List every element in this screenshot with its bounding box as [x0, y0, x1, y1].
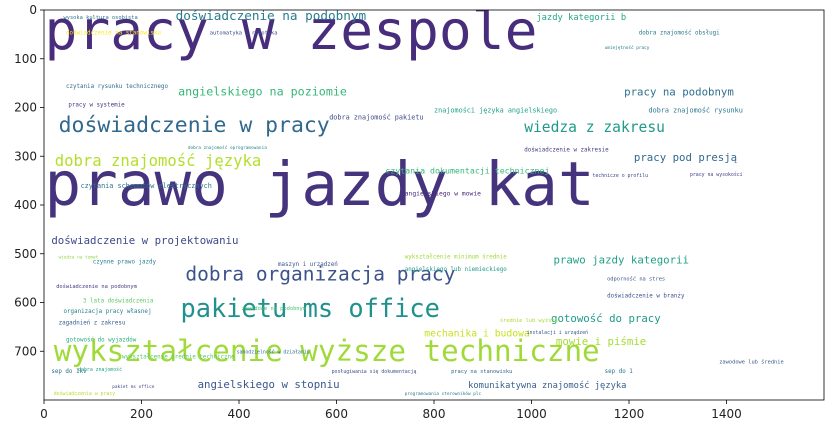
word-27: doświadczenie na stanowisku [66, 29, 161, 36]
word-11: pracy pod presją [634, 151, 737, 164]
word-19: jazdy kategorii b [536, 13, 626, 23]
word-14: gotowość do pracy [551, 312, 661, 325]
word-6: doświadczenie na podobnym [176, 8, 367, 23]
word-55: pakiet ms office [112, 384, 155, 390]
word-38: 3 lata doświadczenia [83, 298, 154, 305]
word-layer: pracy w zespole prawo jazdy kat wykształce… [44, 0, 784, 397]
word-32: doświadczenie w zakresie [524, 146, 609, 153]
word-54: doświadczenia w pracy [54, 390, 116, 397]
word-49: posługiwania się dokumentacją [332, 369, 417, 375]
word-26: wysoka kultura osobista [64, 15, 138, 21]
word-44: odporność na stres [607, 276, 665, 283]
word-16: mechanika i budowa [424, 329, 530, 340]
word-43: zawodowe na podobnym [241, 306, 306, 312]
word-8: wiedza z zakresu [524, 119, 665, 136]
word-56: umiejętność pracy [605, 44, 650, 51]
word-12: doświadczenie w projektowaniu [51, 234, 238, 247]
word-25: dobra znajomość obsługi [639, 29, 720, 36]
word-51: sep do 1kv [51, 369, 87, 375]
word-13: prawo jazdy kategorii [553, 254, 689, 267]
word-2: wykształcenie wyższe techniczne [54, 334, 600, 368]
y-axis: 0 100 200 300 400 500 600 700 [14, 3, 44, 358]
word-50: zawodowe lub średnie [719, 358, 784, 365]
word-28: automatyka i robotyka [210, 30, 278, 36]
word-34: angielskiego lub niemieckiego [405, 267, 508, 273]
x-tick-label: 800 [423, 407, 446, 421]
word-31: angielskiego w mowie [405, 190, 481, 197]
word-21: czytania schematów elektrycznych [81, 182, 212, 190]
word-48: pracy na stanowisku [451, 369, 512, 375]
word-1: prawo jazdy kat [44, 149, 594, 220]
word-22: dobra znajomość pakietu [329, 114, 423, 122]
word-30: pracy w systemie [68, 103, 125, 109]
word-0: pracy w zespole [44, 0, 537, 62]
x-tick-label: 400 [228, 407, 251, 421]
x-tick-label: 600 [325, 407, 348, 421]
x-tick-label: 1200 [614, 407, 645, 421]
plot-area: pracy w zespole prawo jazdy kat wykształce… [44, 0, 784, 397]
y-tick-label: 500 [14, 247, 37, 261]
word-33: wykształcenie minimum średnie [405, 254, 508, 261]
x-tick-label: 1000 [516, 407, 547, 421]
word-18: komunikatywna znajomość języka [468, 380, 626, 391]
word-24: dobra znajomość rysunku [649, 106, 743, 114]
x-tick-label: 0 [40, 407, 48, 421]
word-47: samodzielność w działaniu [237, 349, 310, 356]
word-9: angielskiego na poziomie [178, 84, 347, 98]
y-tick-label: 300 [14, 149, 37, 163]
word-10: pracy na podobnym [624, 85, 734, 98]
word-3: doświadczenie w pracy [59, 113, 330, 138]
word-53: programowania sterowników plc [405, 390, 482, 397]
word-17: angielskiego w stopniu [198, 378, 340, 391]
word-36: maszyn i urządzeń [278, 261, 338, 268]
y-tick-label: 400 [14, 198, 37, 212]
x-tick-label: 1400 [711, 407, 742, 421]
word-45: doświadczenie w branży [607, 293, 685, 300]
word-41: gotowość do wyjazdów [66, 337, 137, 344]
x-tick-label: 200 [130, 407, 153, 421]
word-52: dobra znajomość [78, 366, 122, 373]
word-62: sep do 1 [605, 369, 634, 375]
y-tick-label: 100 [14, 52, 37, 66]
word-59: pracy na wysokości [690, 171, 743, 178]
y-tick-label: 200 [14, 101, 37, 115]
word-29: czytania rysunku technicznego [66, 84, 169, 90]
word-4: pakietu ms office [181, 293, 440, 323]
word-37: doświadczenie na podobnym [56, 283, 137, 290]
x-axis: 0 200 400 600 800 1000 1200 1400 [40, 400, 742, 421]
y-tick-label: 600 [14, 296, 37, 310]
word-40: zagadnień z zakresu [59, 319, 126, 326]
word-5: dobra organizacja pracy [185, 263, 455, 286]
word-61: instalacji i urządzeń [527, 329, 589, 336]
word-58: technicze o profilu [592, 173, 648, 179]
word-39: organizacja pracy własnej [64, 309, 152, 315]
word-15: mowie i piśmie [556, 335, 646, 348]
y-tick-label: 700 [14, 344, 37, 358]
word-20: czytania dokumentacji technicznej [385, 165, 549, 175]
word-23: znajomości języka angielskiego [434, 106, 557, 114]
word-35: czynne prawo jazdy [93, 260, 157, 266]
word-60: dobra znajomość oprogramowania [188, 144, 267, 151]
y-tick-label: 0 [29, 3, 37, 17]
word-57: wiedza na temat [59, 255, 99, 261]
word-42: wykształcenie średnie techniczne [122, 354, 235, 361]
word-7: dobra znajomość języka [55, 152, 262, 170]
word-46: średnie lub wyższe [500, 317, 558, 324]
